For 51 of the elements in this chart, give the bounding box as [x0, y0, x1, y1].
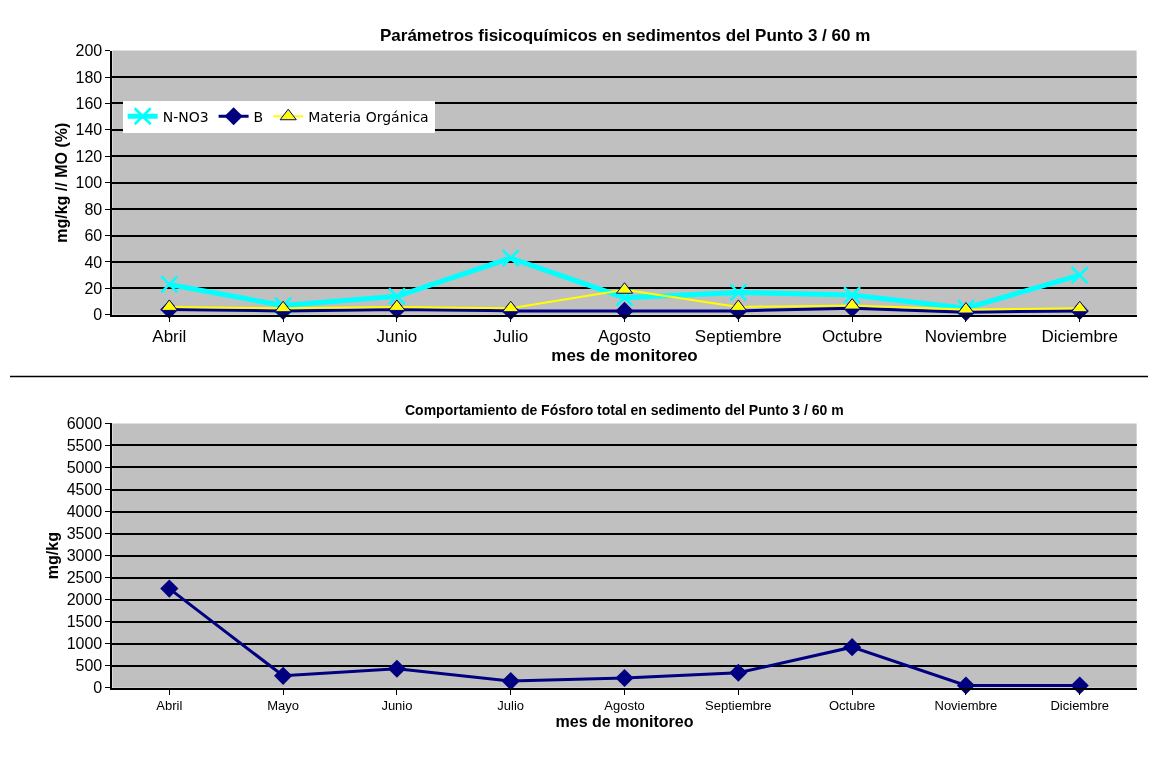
- x-tick-label: Mayo: [267, 698, 300, 714]
- legend-label: Materia Orgánica: [308, 108, 429, 125]
- y-tick-label: 180: [75, 68, 103, 86]
- y-tick-label: 5000: [66, 459, 103, 477]
- y-tick-label: 2500: [66, 569, 103, 587]
- x-tick-label: Octubre: [828, 698, 876, 714]
- y-tick-label: 100: [75, 174, 103, 192]
- x-tick-label: Julio: [493, 327, 529, 347]
- chart-title: Comportamiento de Fósforo total en sedimento del Punto 3 / 60 m: [405, 402, 844, 418]
- x-tick-label: Abril: [152, 327, 187, 347]
- x-tick-label: Septiembre: [694, 327, 782, 347]
- y-tick-label: 0: [93, 679, 103, 697]
- y-tick-label: 120: [75, 147, 103, 165]
- y-tick-label: 6000: [66, 415, 103, 433]
- x-tick-label: Noviembre: [924, 327, 1008, 347]
- y-axis-title: mg/kg // MO (%): [52, 122, 70, 243]
- x-tick-label: Julio: [497, 698, 525, 714]
- x-tick-label: Septiembre: [705, 698, 772, 714]
- x-tick-label: Agosto: [598, 327, 651, 347]
- y-tick-label: 1000: [66, 635, 103, 653]
- y-tick-label: 4500: [66, 481, 103, 499]
- y-axis-title: mg/kg: [44, 532, 62, 580]
- x-tick-label: Agosto: [604, 698, 645, 714]
- y-tick-label: 60: [84, 227, 103, 245]
- legend-label: N-NO3: [162, 108, 209, 125]
- y-tick-label: 80: [84, 200, 103, 218]
- y-tick-label: 0: [93, 306, 103, 324]
- x-tick-label: Abril: [156, 698, 183, 714]
- legend-label: B: [253, 108, 264, 125]
- x-tick-label: Diciembre: [1041, 327, 1118, 347]
- y-tick-label: 5500: [66, 437, 103, 455]
- x-tick-label: Noviembre: [934, 698, 998, 714]
- y-tick-label: 160: [75, 95, 103, 113]
- y-tick-label: 4000: [66, 503, 103, 521]
- y-tick-label: 140: [75, 121, 103, 139]
- x-tick-label: Junio: [376, 327, 418, 347]
- y-tick-label: 3000: [66, 547, 103, 565]
- x-axis-title: mes de monitoreo: [555, 713, 694, 731]
- x-tick-label: Diciembre: [1050, 698, 1109, 714]
- chart-title: Parámetros fisicoquímicos en sedimentos del Punto 3 / 60 m: [380, 26, 871, 45]
- y-tick-label: 3500: [66, 525, 103, 543]
- x-axis-title: mes de monitoreo: [551, 346, 698, 366]
- x-tick-label: Junio: [381, 698, 413, 714]
- y-tick-label: 20: [84, 280, 103, 298]
- y-tick-label: 500: [75, 657, 103, 675]
- x-tick-label: Octubre: [821, 327, 883, 347]
- y-tick-label: 1500: [66, 613, 103, 631]
- y-tick-label: 40: [84, 253, 103, 271]
- y-tick-label: 2000: [66, 591, 103, 609]
- x-tick-label: Mayo: [262, 327, 304, 347]
- y-tick-label: 200: [75, 42, 103, 60]
